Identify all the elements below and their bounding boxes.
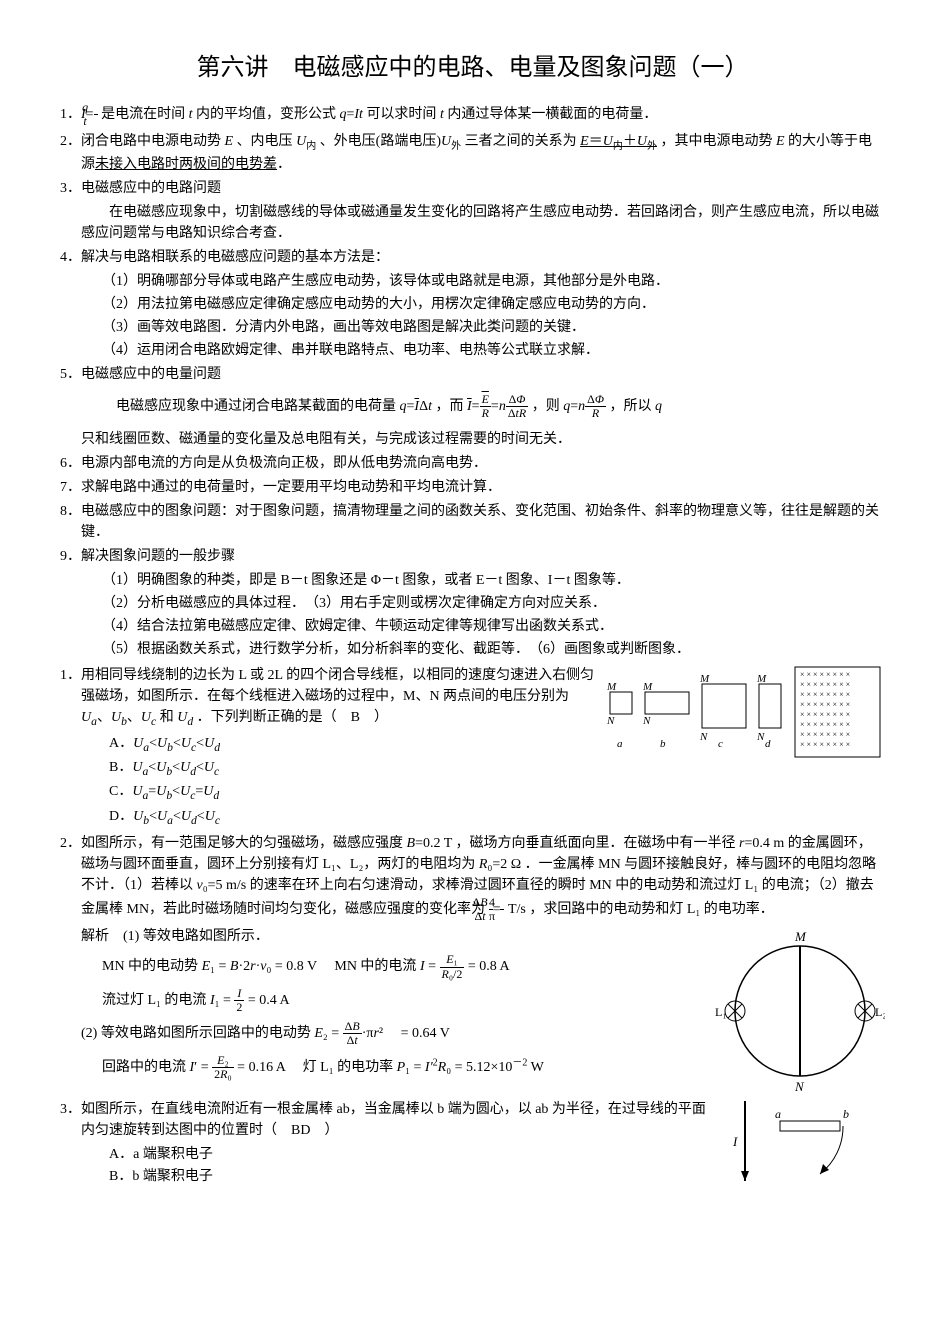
point-1: 1．I=qt 是电流在时间 t 内的平均值，变形公式 q=It 可以求时间 t …	[60, 101, 885, 128]
point-5-text: 只和线圈匝数、磁通量的变化量及总电阻有关，与完成该过程需要的时间无关．	[60, 429, 885, 450]
svg-text:d: d	[765, 738, 771, 750]
point-7: 7．求解电路中通过的电荷量时，一定要用平均电动势和平均电流计算．	[60, 477, 885, 498]
svg-text:× × × × × × × ×: × × × × × × × ×	[800, 700, 850, 709]
point-4-1: （1）明确哪部分导体或电路产生感应电动势，该导体或电路就是电源，其他部分是外电路…	[60, 271, 885, 292]
svg-text:× × × × × × × ×: × × × × × × × ×	[800, 730, 850, 739]
svg-text:N: N	[606, 715, 615, 727]
svg-text:M: M	[699, 673, 710, 685]
figure-q2: M N L₁ L₂	[715, 926, 885, 1096]
point-3-text: 在电磁感应现象中，切割磁感线的导体或磁通量发生变化的回路将产生感应电动势．若回路…	[60, 202, 885, 244]
point-9-3: （4）结合法拉第电磁感应定律、欧姆定律、牛顿运动定律等规律写出函数关系式．	[60, 616, 885, 637]
svg-text:N: N	[794, 1079, 805, 1094]
svg-text:a: a	[775, 1107, 781, 1121]
svg-text:a: a	[617, 738, 623, 750]
figure-q1: × × × × × × × × × × × × × × × × × × × × …	[605, 662, 885, 772]
svg-text:× × × × × × × ×: × × × × × × × ×	[800, 680, 850, 689]
question-3: 3．如图所示，在直线电流附近有一根金属棒 ab，当金属棒以 b 端为圆心，以 a…	[60, 1099, 715, 1141]
svg-text:L₂: L₂	[875, 1005, 885, 1019]
svg-text:M: M	[642, 681, 653, 693]
svg-text:M: M	[756, 673, 767, 685]
point-3: 3．电磁感应中的电路问题	[60, 178, 885, 199]
point-6: 6．电源内部电流的方向是从负极流向正极，即从低电势流向高电势．	[60, 453, 885, 474]
point-2: 2．闭合电路中电源电动势 E 、内电压 U内 、外电压(路端电压)U外 三者之间…	[60, 131, 885, 175]
svg-text:N: N	[642, 715, 651, 727]
svg-text:× × × × × × × ×: × × × × × × × ×	[800, 710, 850, 719]
svg-text:L₁: L₁	[715, 1005, 727, 1019]
svg-text:M: M	[606, 681, 617, 693]
svg-text:× × × × × × × ×: × × × × × × × ×	[800, 740, 850, 749]
point-8: 8．电磁感应中的图象问题：对于图象问题，搞清物理量之间的函数关系、变化范围、初始…	[60, 501, 885, 543]
question-1: 1．用相同导线绕制的边长为 L 或 2L 的四个闭合导线框，以相同的速度匀速进入…	[60, 665, 595, 730]
point-4-3: （3）画等效电路图．分清内外电路，画出等效电路图是解决此类问题的关键．	[60, 317, 885, 338]
solution-label: 解析 (1) 等效电路如图所示．	[60, 926, 705, 947]
svg-text:N: N	[699, 731, 708, 743]
figure-q3: I a b	[725, 1096, 885, 1186]
point-4-2: （2）用法拉第电磁感应定律确定感应电动势的大小，用楞次定律确定感应电动势的方向．	[60, 294, 885, 315]
point-4-4: （4）运用闭合电路欧姆定律、串并联电路特点、电功率、电热等公式联立求解．	[60, 340, 885, 361]
solution-i2: 回路中的电流 I′ = E₂2R₀ = 0.16 A 灯 L₁ 的电功率 P₁ …	[60, 1054, 705, 1081]
svg-text:N: N	[756, 731, 765, 743]
solution-2: (2) 等效电路如图所示回路中的电动势 E₂ = ΔBΔt·πr² = 0.64…	[60, 1020, 705, 1047]
point-9: 9．解决图象问题的一般步骤	[60, 546, 885, 567]
point-5-formula: 电磁感应现象中通过闭合电路某截面的电荷量 q=IΔt ，而 I=ER=nΔΦΔt…	[60, 393, 885, 420]
svg-text:× × × × × × × ×: × × × × × × × ×	[800, 670, 850, 679]
point-4: 4．解决与电路相联系的电磁感应问题的基本方法是：	[60, 247, 885, 268]
point-5: 5．电磁感应中的电量问题	[60, 364, 885, 385]
point-9-1: （1）明确图象的种类，即是 B－t 图象还是 Φ－t 图象，或者 E－t 图象、…	[60, 570, 885, 591]
svg-text:M: M	[794, 929, 807, 944]
svg-text:× × × × × × × ×: × × × × × × × ×	[800, 720, 850, 729]
page-title: 第六讲 电磁感应中的电路、电量及图象问题（一）	[60, 50, 885, 86]
question-1-choices: A．Ua<Ub<Uc<Ud B．Ua<Ub<Ud<Uc C．Ua=Ub<Uc=U…	[60, 733, 595, 829]
question-2: 2．如图所示，有一范围足够大的匀强磁场，磁感应强度 B=0.2 T ，磁场方向垂…	[60, 833, 885, 923]
svg-text:b: b	[843, 1107, 849, 1121]
point-9-2: （2）分析电磁感应的具体过程． （3）用右手定则或楞次定律确定方向对应关系．	[60, 593, 885, 614]
question-3-choices: A．a 端聚积电子 B．b 端聚积电子	[60, 1144, 715, 1187]
solution-e1: MN 中的电动势 E₁ = B·2r·v₀ = 0.8 V MN 中的电流 I …	[60, 953, 705, 980]
svg-text:b: b	[660, 738, 666, 750]
solution-i1: 流过灯 L₁ 的电流 I₁ = I2 = 0.4 A	[60, 987, 705, 1014]
svg-text:c: c	[718, 738, 723, 750]
svg-text:× × × × × × × ×: × × × × × × × ×	[800, 690, 850, 699]
svg-text:I: I	[732, 1134, 738, 1149]
point-9-4: （5）根据函数关系式，进行数学分析，如分析斜率的变化、截距等． （6）画图象或判…	[60, 639, 885, 660]
